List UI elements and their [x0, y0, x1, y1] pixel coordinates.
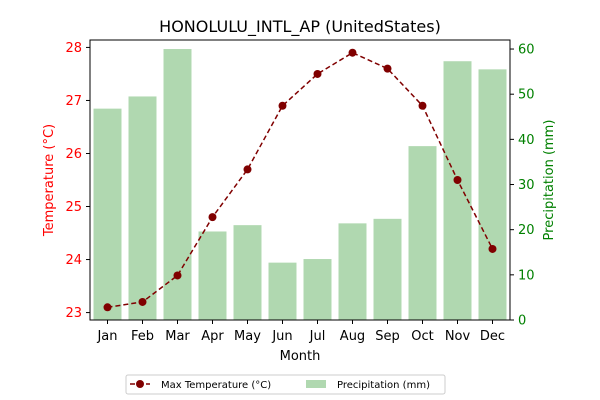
right-tick-label: 20 [518, 223, 535, 238]
temperature-point-jul [313, 69, 322, 78]
precipitation-bar-jun [268, 262, 297, 320]
precipitation-bar-apr [198, 231, 227, 320]
left-axis-title: Temperature (°C) [42, 124, 57, 237]
x-tick-label: Feb [131, 329, 154, 344]
right-tick-label: 40 [518, 133, 535, 148]
legend-bar-swatch [306, 380, 326, 388]
precipitation-bar-dec [478, 69, 507, 321]
left-tick-label: 28 [65, 41, 82, 56]
right-tick-label: 50 [518, 88, 535, 103]
legend-marker-swatch [136, 380, 144, 388]
chart-title: HONOLULU_INTL_AP (UnitedStates) [159, 17, 441, 37]
temperature-point-may [243, 165, 252, 174]
temperature-line-group [103, 48, 497, 312]
right-tick-label: 10 [518, 268, 535, 283]
precipitation-bar-oct [408, 146, 437, 320]
x-tick-label: Jul [309, 329, 326, 344]
left-tick-label: 24 [65, 253, 82, 268]
temperature-point-jun [278, 101, 287, 110]
right-tick-label: 60 [518, 43, 535, 58]
left-tick-label: 26 [65, 147, 82, 162]
left-tick-label: 25 [65, 200, 82, 215]
right-tick-label: 0 [518, 314, 526, 329]
x-tick-label: Aug [340, 329, 365, 344]
left-tick-label: 23 [65, 306, 82, 321]
left-axis-ticks: 23 24 25 26 27 28 [65, 41, 90, 321]
x-axis-title: Month [280, 349, 321, 364]
precipitation-bars [93, 49, 507, 321]
precipitation-bar-aug [338, 223, 367, 320]
precipitation-bar-sep [373, 218, 402, 320]
legend-label-precipitation: Precipitation (mm) [337, 380, 430, 391]
x-tick-label: May [234, 329, 261, 344]
precipitation-bar-feb [128, 96, 157, 320]
precipitation-bar-nov [443, 61, 472, 321]
x-tick-label: Jan [96, 329, 117, 344]
x-axis-ticks: Jan Feb Mar Apr May Jun Jul Aug Sep Oct Nov Dec [96, 320, 505, 344]
temperature-point-apr [208, 213, 217, 222]
temperature-point-oct [418, 101, 427, 110]
legend-box [125, 374, 446, 395]
temperature-point-dec [488, 244, 497, 253]
x-tick-label: Dec [480, 329, 505, 344]
temperature-point-mar [173, 271, 182, 280]
right-axis-ticks: 0 10 20 30 40 50 60 [510, 43, 535, 329]
temperature-point-sep [383, 64, 392, 73]
x-tick-label: Oct [411, 329, 433, 344]
legend: Max Temperature (°C) Precipitation (mm) [125, 374, 446, 395]
plot-frame [89, 39, 511, 321]
temperature-point-nov [453, 176, 462, 184]
temperature-point-aug [348, 48, 357, 57]
x-tick-label: Apr [201, 329, 224, 344]
right-tick-label: 30 [518, 178, 535, 193]
temperature-point-feb [138, 297, 147, 306]
left-tick-label: 27 [65, 94, 82, 109]
precipitation-bar-jan [93, 108, 122, 320]
x-tick-label: Sep [375, 329, 400, 344]
right-axis-title: Precipitation (mm) [542, 120, 557, 241]
x-tick-label: Mar [165, 329, 190, 344]
precipitation-bar-jul [303, 259, 332, 320]
x-tick-label: Nov [445, 329, 471, 344]
temperature-point-jan [103, 303, 112, 312]
precipitation-bar-may [233, 225, 262, 320]
x-tick-label: Jun [271, 329, 292, 344]
legend-label-temperature: Max Temperature (°C) [161, 380, 271, 391]
